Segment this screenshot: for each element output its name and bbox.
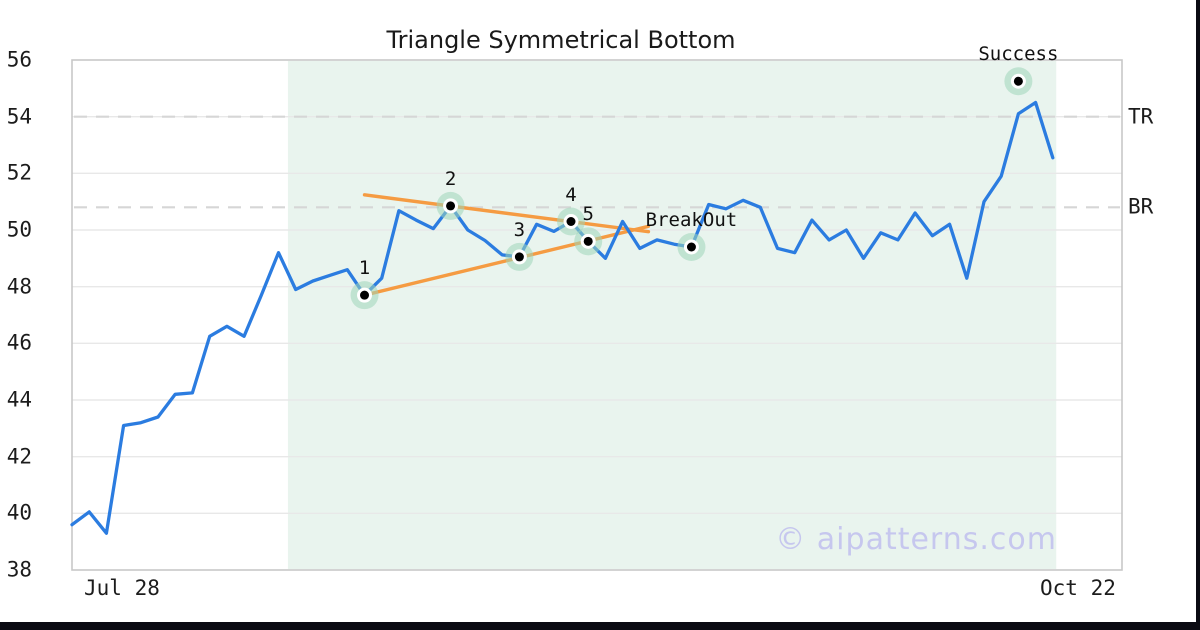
shade-rect (287, 61, 1057, 569)
window-border-right (1196, 0, 1200, 630)
plot-frame (71, 59, 1123, 571)
annotation-2: 2 (444, 167, 457, 190)
y-tick-38: 38 (6, 557, 32, 582)
y-tick-54: 54 (6, 104, 32, 129)
annotation-4: 4 (565, 183, 577, 206)
trendline-upper (362, 193, 651, 234)
level-label-br: BR (1128, 194, 1154, 219)
marker-dot-1 (360, 290, 370, 300)
y-tick-52: 52 (6, 160, 32, 185)
y-tick-44: 44 (6, 387, 32, 412)
marker-dot-2 (446, 201, 456, 211)
y-tick-50: 50 (6, 217, 32, 242)
marker-dot-success (1013, 76, 1023, 86)
frame-rect (71, 59, 1123, 571)
annotation-breakout: BreakOut (645, 209, 738, 231)
annotation-success: Success (978, 43, 1059, 66)
x-tick-end: Oct 22 (1040, 576, 1116, 600)
watermark: © aipatterns.com (775, 522, 1057, 557)
pattern-markers (350, 67, 1033, 310)
annotation-1: 1 (358, 257, 371, 280)
annotation-5: 5 (582, 203, 594, 226)
gridlines (72, 115, 1122, 515)
window-footer-bar (0, 622, 1200, 630)
y-tick-56: 56 (6, 47, 32, 72)
y-tick-46: 46 (6, 330, 32, 355)
chart-title: Triangle Symmetrical Bottom (386, 26, 736, 54)
pattern-shade-region (287, 61, 1057, 569)
marker-dot-5 (583, 236, 593, 246)
level-label-tr: TR (1128, 104, 1154, 129)
marker-dot-breakout (686, 242, 696, 252)
marker-dot-4 (566, 217, 576, 226)
y-tick-48: 48 (6, 274, 32, 299)
marker-halos (350, 67, 1033, 310)
marker-dot-3 (514, 252, 524, 262)
x-tick-start: Jul 28 (84, 576, 160, 600)
annotation-3: 3 (513, 218, 526, 241)
y-tick-40: 40 (6, 500, 32, 525)
y-tick-42: 42 (6, 444, 32, 469)
